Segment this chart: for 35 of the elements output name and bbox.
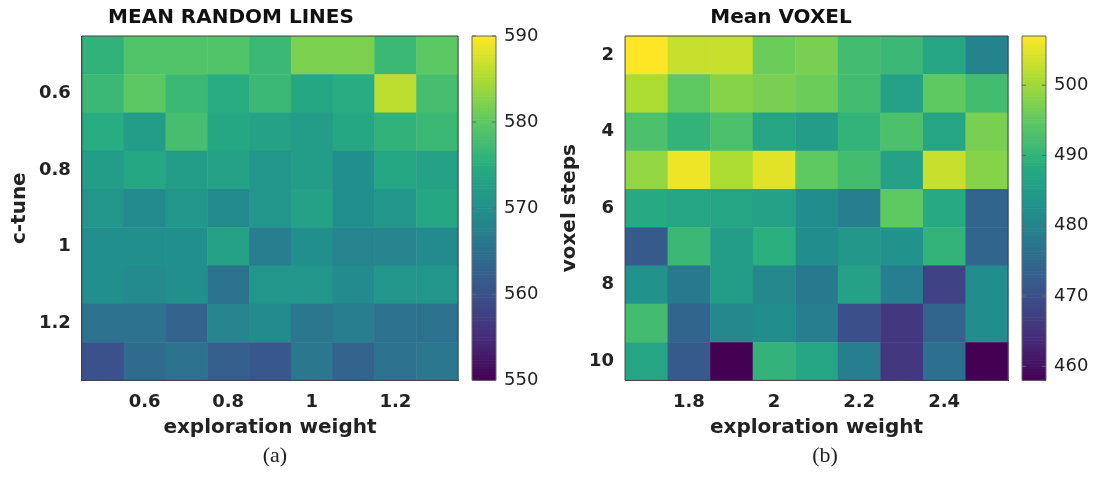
y-tick-label: 0.8 — [39, 157, 71, 179]
color-bar-label: 470 — [1054, 283, 1089, 305]
x-tick-label: 1.8 — [672, 389, 705, 411]
x-tick-label: 2.4 — [928, 389, 961, 411]
x-axis-title: exploration weight — [163, 414, 377, 439]
color-bar-label: 460 — [1054, 354, 1089, 376]
y-axis-title: voxel steps — [556, 144, 581, 273]
y-tick-label: 1 — [58, 234, 71, 256]
text: (a) — [261, 442, 289, 468]
text: (b) — [811, 442, 839, 468]
color-bar-label: 560 — [504, 281, 539, 303]
chart-title: MEAN RANDOM LINES — [108, 4, 354, 29]
x-tick-label: 2.2 — [843, 389, 876, 411]
color-bar-label: 570 — [504, 195, 539, 217]
color-bar-label: 480 — [1054, 213, 1089, 235]
y-tick-label: 1.2 — [39, 310, 71, 332]
y-tick-label: 10 — [588, 348, 615, 370]
color-bar-label: 550 — [504, 368, 539, 390]
y-tick-label: 8 — [601, 272, 615, 294]
x-tick-label: 0.6 — [128, 389, 161, 411]
x-tick-label: 2 — [767, 389, 781, 411]
x-tick-label: 1 — [305, 389, 318, 411]
color-bar-label: 500 — [1054, 72, 1089, 94]
color-bar-label: 590 — [504, 23, 539, 45]
chart-title: Mean VOXEL — [710, 4, 852, 29]
y-tick-label: 4 — [601, 119, 615, 141]
x-axis-title: exploration weight — [709, 414, 924, 439]
x-tick-label: 0.8 — [212, 389, 245, 411]
x-tick-label: 1.2 — [379, 389, 412, 411]
y-tick-label: 0.6 — [39, 81, 71, 103]
y-tick-label: 2 — [601, 42, 615, 64]
y-axis-title: c-tune — [6, 172, 31, 245]
color-bar-label: 490 — [1054, 143, 1089, 165]
y-tick-label: 6 — [601, 195, 615, 217]
color-bar-label: 580 — [504, 109, 539, 131]
